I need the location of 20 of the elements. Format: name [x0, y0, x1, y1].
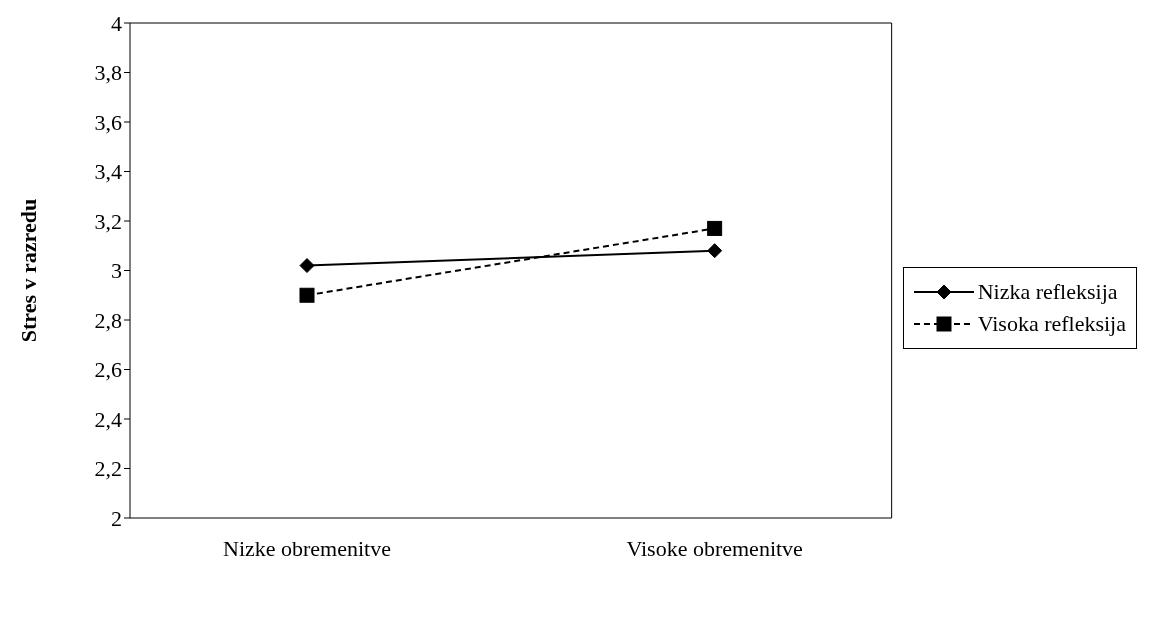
point: [707, 220, 723, 236]
y-tick-label: 3: [111, 258, 122, 284]
y-tick-label: 2,8: [94, 307, 122, 333]
y-axis-title: Stres v razredu: [15, 198, 41, 343]
point: [707, 243, 723, 259]
y-tick-label: 3,8: [94, 60, 122, 86]
y-tick-label: 2,4: [94, 406, 122, 432]
legend-label: Nizka refleksija: [977, 279, 1118, 305]
point: [299, 258, 315, 274]
legend-label: Visoka refleksija: [977, 311, 1126, 337]
y-tick-label: 2,6: [94, 357, 122, 383]
y-tick-label: 3,2: [94, 208, 122, 234]
y-tick-label: 4: [111, 10, 122, 36]
y-tick-label: 2: [111, 505, 122, 531]
point: [299, 287, 315, 303]
y-tick-label: 2,2: [94, 456, 122, 482]
x-tick-label: Visoke obremenitve: [626, 535, 803, 561]
y-tick-label: 3,6: [94, 109, 122, 135]
y-tick-label: 3,4: [94, 159, 122, 185]
x-tick-label: Nizke obremenitve: [223, 535, 391, 561]
